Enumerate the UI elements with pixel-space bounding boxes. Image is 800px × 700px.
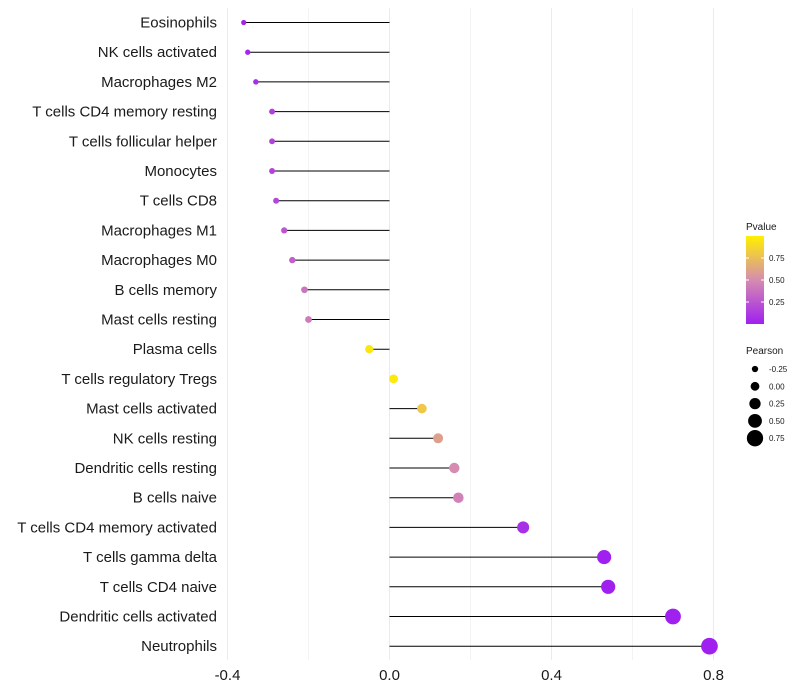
color-legend-title: Pvalue bbox=[746, 222, 777, 233]
size-key bbox=[750, 381, 760, 391]
category-label: Macrophages M0 bbox=[101, 252, 217, 269]
category-label: B cells naive bbox=[133, 490, 217, 507]
category-label: Macrophages M2 bbox=[101, 74, 217, 91]
point bbox=[269, 138, 275, 145]
point bbox=[289, 256, 296, 264]
point bbox=[365, 345, 374, 354]
category-label: T cells regulatory Tregs bbox=[61, 371, 217, 388]
point bbox=[701, 637, 718, 655]
point bbox=[305, 316, 312, 323]
point bbox=[597, 550, 612, 565]
category-label: Plasma cells bbox=[133, 341, 217, 358]
category-label: Mast cells activated bbox=[86, 401, 217, 418]
point bbox=[245, 49, 251, 55]
size-key bbox=[748, 414, 762, 428]
size-legend-keys: -0.25 0.00 0.25 0.50 0.75 bbox=[746, 365, 788, 447]
category-label: Monocytes bbox=[144, 163, 217, 180]
x-tick-label: 0.8 bbox=[703, 667, 724, 684]
category-label: NK cells resting bbox=[113, 430, 217, 447]
point bbox=[417, 403, 427, 414]
color-bar bbox=[746, 236, 764, 324]
size-key-label: 0.75 bbox=[769, 434, 785, 443]
x-tick-label: 0.0 bbox=[379, 667, 400, 684]
point bbox=[281, 227, 288, 234]
stems bbox=[243, 22, 710, 647]
point bbox=[273, 197, 280, 204]
category-label: Mast cells resting bbox=[101, 312, 217, 329]
color-tick-label: 0.25 bbox=[769, 298, 785, 307]
size-key bbox=[746, 430, 764, 447]
category-label: T cells CD4 naive bbox=[100, 579, 217, 596]
size-key-label: 0.50 bbox=[769, 417, 785, 426]
points bbox=[241, 19, 718, 655]
point bbox=[601, 579, 616, 594]
grid-lines bbox=[227, 8, 714, 660]
size-key bbox=[749, 397, 761, 410]
point bbox=[665, 608, 681, 625]
size-key-label: 0.25 bbox=[769, 400, 785, 409]
point bbox=[517, 521, 530, 534]
x-tick-label: 0.4 bbox=[541, 667, 562, 684]
point bbox=[389, 374, 398, 384]
category-label: T cells gamma delta bbox=[83, 549, 218, 566]
point bbox=[269, 108, 275, 115]
size-key bbox=[751, 365, 759, 373]
category-label: B cells memory bbox=[114, 282, 217, 299]
x-tick-label: -0.4 bbox=[215, 667, 241, 684]
category-label: T cells CD8 bbox=[140, 193, 217, 210]
category-label: Dendritic cells activated bbox=[59, 609, 217, 626]
size-key-label: -0.25 bbox=[769, 365, 788, 374]
color-tick-label: 0.75 bbox=[769, 254, 785, 263]
category-labels: Eosinophils NK cells activated Macrophages… bbox=[17, 15, 217, 656]
category-label: T cells CD4 memory activated bbox=[17, 519, 217, 536]
point bbox=[269, 168, 275, 174]
category-label: Neutrophils bbox=[141, 638, 217, 655]
category-label: T cells CD4 memory resting bbox=[32, 104, 217, 121]
size-legend-title: Pearson bbox=[746, 346, 783, 357]
category-label: NK cells activated bbox=[98, 44, 217, 61]
point bbox=[449, 462, 460, 474]
point bbox=[241, 19, 247, 26]
category-label: T cells follicular helper bbox=[69, 133, 217, 150]
size-key-label: 0.00 bbox=[769, 382, 785, 391]
point bbox=[253, 79, 259, 85]
category-label: Dendritic cells resting bbox=[74, 460, 217, 477]
color-legend-ticks: 0.25 0.50 0.75 bbox=[746, 254, 785, 307]
point bbox=[453, 492, 464, 503]
point bbox=[301, 286, 308, 294]
x-tick-labels: -0.4 0.0 0.4 0.8 bbox=[215, 667, 724, 684]
category-label: Macrophages M1 bbox=[101, 222, 217, 239]
category-label: Eosinophils bbox=[140, 15, 217, 32]
point bbox=[433, 433, 444, 444]
legend: Pvalue 0.25 0.50 0.75 Pearson -0.25 0.00 0.2… bbox=[746, 222, 788, 447]
color-tick-label: 0.50 bbox=[769, 276, 785, 285]
